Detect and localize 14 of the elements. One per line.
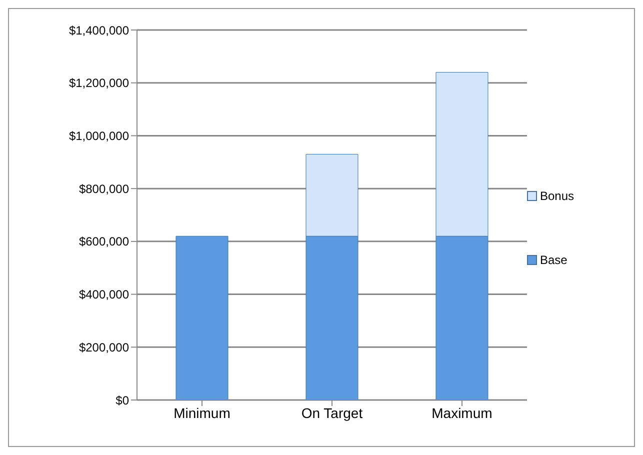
y-tick-label: $600,000 xyxy=(78,234,130,249)
y-tick-label: $1,200,000 xyxy=(68,76,130,90)
x-tick-label: Maximum xyxy=(432,404,492,421)
x-tick-label: Minimum xyxy=(174,404,230,421)
y-tick-label: $400,000 xyxy=(78,288,130,302)
legend-label: Bonus xyxy=(540,188,574,202)
y-tick-label: $200,000 xyxy=(78,340,130,354)
legend-label: Base xyxy=(540,252,568,266)
y-tick-label: $0 xyxy=(116,393,130,408)
y-tick-label: $1,000,000 xyxy=(68,128,130,143)
bar xyxy=(176,236,228,400)
x-tick-label: On Target xyxy=(301,404,363,421)
y-tick-label: $1,400,000 xyxy=(68,23,130,38)
y-tick-label: $800,000 xyxy=(78,182,130,196)
